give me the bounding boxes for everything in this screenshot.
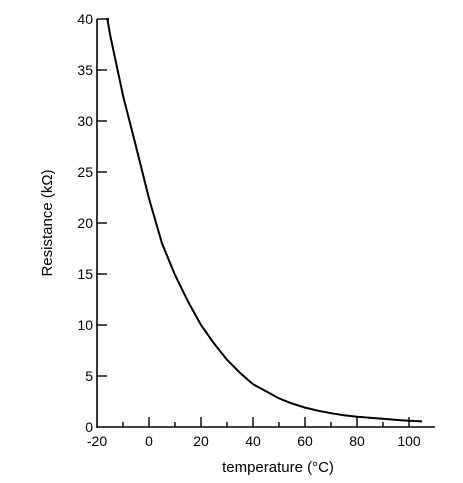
y-tick-label: 10: [77, 317, 93, 333]
y-tick-label: 30: [77, 113, 93, 129]
axes: [96, 19, 435, 428]
x-tick-label: 0: [145, 433, 153, 449]
x-tick-label: -20: [87, 433, 107, 449]
y-tick-label: 0: [85, 419, 93, 435]
x-tick-label: 100: [397, 433, 421, 449]
y-axis-label: Resistance (kΩ): [39, 169, 56, 276]
x-tick-label: 40: [245, 433, 261, 449]
x-tick-label: 20: [193, 433, 209, 449]
y-tick-label: 15: [77, 266, 93, 282]
y-tick-label: 35: [77, 62, 93, 78]
y-tick-label: 5: [85, 368, 93, 384]
x-axis-label: temperature (°C): [222, 459, 334, 476]
y-tick-label: 25: [77, 164, 93, 180]
data-series: [106, 18, 423, 423]
x-tick-label: 80: [349, 433, 365, 449]
y-tick-label: 20: [77, 215, 93, 231]
resistance-curve: [106, 18, 423, 423]
y-tick-label: 40: [77, 11, 93, 27]
x-tick-label: 60: [297, 433, 313, 449]
